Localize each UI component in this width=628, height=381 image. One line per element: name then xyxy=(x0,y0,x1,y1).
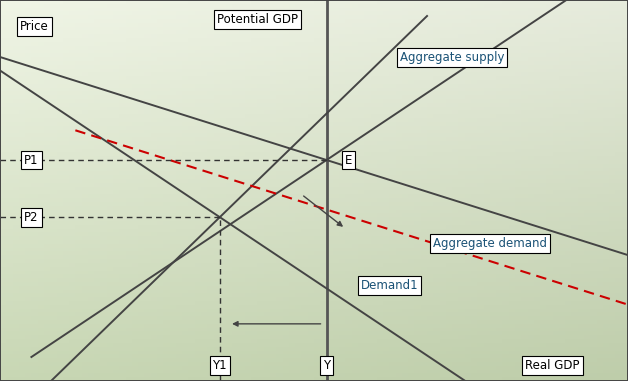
Text: Price: Price xyxy=(20,20,49,33)
Text: P2: P2 xyxy=(24,211,39,224)
Text: Demand1: Demand1 xyxy=(360,279,418,292)
Text: Aggregate demand: Aggregate demand xyxy=(433,237,547,250)
Text: E: E xyxy=(345,154,352,166)
Text: Real GDP: Real GDP xyxy=(526,359,580,372)
Text: Potential GDP: Potential GDP xyxy=(217,13,298,26)
Text: P1: P1 xyxy=(24,154,39,166)
Text: Y1: Y1 xyxy=(212,359,227,372)
Text: Aggregate supply: Aggregate supply xyxy=(400,51,504,64)
Text: Y: Y xyxy=(323,359,330,372)
